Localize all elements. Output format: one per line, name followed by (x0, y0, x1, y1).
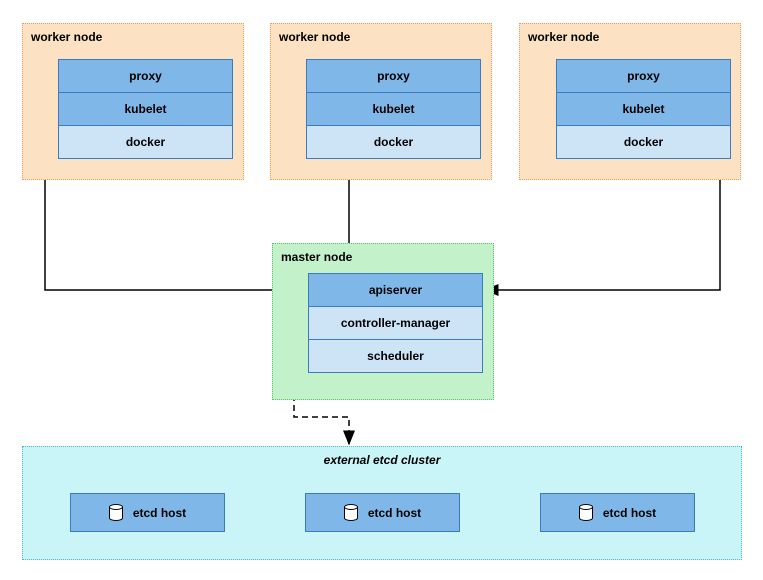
worker-stack: proxykubeletdocker (306, 59, 481, 159)
etcd-host-label: etcd host (603, 506, 656, 520)
etcd-host-label: etcd host (133, 506, 186, 520)
component-cell-docker: docker (58, 126, 233, 159)
etcd-cluster-label: external etcd cluster (31, 453, 733, 467)
component-cell-proxy: proxy (556, 59, 731, 93)
component-cell-proxy: proxy (58, 59, 233, 93)
etcd-host-1: etcd host (305, 493, 460, 532)
worker-stack: proxykubeletdocker (556, 59, 731, 159)
component-cell-apiserver: apiserver (308, 273, 483, 307)
master-stack: apiservercontroller-managerscheduler (308, 273, 483, 373)
node-label: worker node (279, 30, 483, 44)
component-cell-kubelet: kubelet (58, 93, 233, 126)
component-cell-docker: docker (556, 126, 731, 159)
worker-stack: proxykubeletdocker (58, 59, 233, 159)
database-icon (579, 504, 593, 522)
component-cell-scheduler: scheduler (308, 340, 483, 373)
node-label: master node (281, 250, 485, 264)
etcd-host-2: etcd host (540, 493, 695, 532)
node-label: worker node (528, 30, 732, 44)
component-cell-kubelet: kubelet (556, 93, 731, 126)
component-cell-kubelet: kubelet (306, 93, 481, 126)
component-cell-controller-manager: controller-manager (308, 307, 483, 340)
database-icon (344, 504, 358, 522)
component-cell-proxy: proxy (306, 59, 481, 93)
node-label: worker node (31, 30, 235, 44)
etcd-host-0: etcd host (70, 493, 225, 532)
etcd-host-label: etcd host (368, 506, 421, 520)
component-cell-docker: docker (306, 126, 481, 159)
database-icon (109, 504, 123, 522)
